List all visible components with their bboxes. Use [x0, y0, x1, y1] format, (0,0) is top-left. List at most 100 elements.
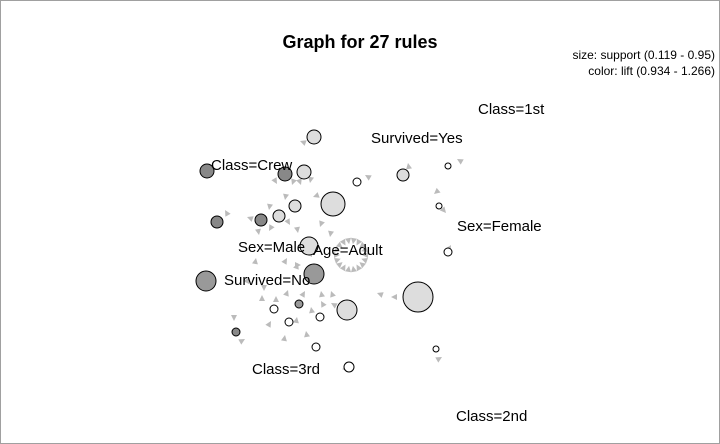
edge-arrowhead-65: [359, 241, 366, 248]
edge-arrowhead-56: [336, 262, 343, 269]
graph-title: Graph for 27 rules: [282, 32, 437, 52]
edge-arrowhead-62: [345, 237, 352, 245]
rule-node-11: [254, 213, 268, 227]
edge-arrowhead-16: [247, 216, 254, 222]
item-label-age-adult: Age=Adult: [313, 242, 383, 259]
edge-arrowhead-35: [293, 317, 299, 324]
edge-arrowhead-33: [331, 303, 338, 309]
edge-arrowhead-12: [313, 192, 320, 198]
edge-arrowhead-15: [225, 210, 231, 217]
edge-arrowhead-2: [291, 178, 297, 185]
edge-arrowhead-58: [334, 252, 340, 258]
rule-node-12: [210, 215, 224, 229]
item-label-class-3rd: Class=3rd: [252, 361, 320, 378]
edge-arrowhead-64: [356, 238, 363, 246]
rule-node-4: [199, 163, 215, 179]
edge-arrowhead-1: [300, 140, 307, 146]
edge-arrowhead-63: [350, 237, 357, 245]
item-labels-layer: Class=1st Survived=Yes Class=Crew Sex=Fe…: [211, 101, 545, 425]
edge-arrowhead-59: [333, 246, 341, 253]
edge-arrowhead-4: [271, 177, 277, 184]
rule-node-8: [320, 191, 346, 217]
edge-arrowhead-51: [359, 262, 366, 269]
edge-arrowhead-22: [319, 220, 325, 227]
edge-arrowhead-3: [296, 178, 302, 185]
edge-arrowhead-60: [336, 241, 343, 248]
edge-arrowhead-14: [267, 203, 273, 210]
edge-arrowhead-54: [345, 265, 352, 273]
edge-arrowhead-20: [284, 218, 290, 225]
edge-arrowhead-55: [339, 264, 346, 272]
rule-node-19: [336, 299, 358, 321]
rule-node-5: [352, 177, 362, 187]
edge-arrowhead-25: [252, 258, 258, 265]
legend-size: size: support (0.119 - 0.95): [572, 48, 715, 62]
rule-node-17: [195, 270, 217, 292]
rule-node-26: [343, 361, 355, 373]
edge-arrowhead-39: [238, 339, 245, 345]
edge-arrowhead-57: [333, 257, 341, 264]
rule-node-22: [315, 312, 325, 322]
edge-arrowhead-23: [281, 258, 287, 265]
edge-arrowhead-28: [299, 291, 305, 298]
edge-arrowhead-47: [377, 292, 384, 298]
edge-arrowhead-42: [435, 357, 442, 363]
edge-arrowhead-17: [269, 224, 275, 231]
rule-node-24: [231, 327, 241, 337]
edge-arrowhead-66: [361, 246, 369, 253]
rule-node-21: [269, 304, 279, 314]
rule-node-2: [296, 164, 312, 180]
item-label-class-1st: Class=1st: [478, 101, 545, 118]
rule-node-10: [272, 209, 286, 223]
rule-node-16: [303, 263, 325, 285]
edge-arrowhead-61: [339, 238, 346, 246]
rule-node-14: [299, 236, 319, 256]
edge-arrowhead-19: [294, 226, 300, 233]
edge-arrowhead-8: [365, 175, 372, 181]
edge-arrowhead-13: [283, 193, 289, 200]
rule-node-6: [396, 168, 410, 182]
edge-arrowhead-21: [328, 230, 334, 237]
edge-arrowhead-46: [295, 262, 301, 268]
edge-arrowhead-32: [321, 301, 327, 308]
rule-node-3: [277, 166, 293, 182]
item-label-survived-no: Survived=No: [224, 272, 310, 289]
edge-arrowhead-31: [273, 296, 279, 302]
edge-arrowhead-36: [304, 331, 310, 338]
rule-node-15: [443, 247, 453, 257]
edge-arrowhead-6: [406, 163, 412, 170]
item-label-sex-female: Sex=Female: [457, 218, 542, 235]
rule-node-25: [311, 342, 321, 352]
rule-node-27: [432, 345, 440, 353]
edge-arrowhead-40: [231, 315, 237, 321]
legend-color: color: lift (0.934 - 1.266): [588, 64, 715, 78]
rule-node-7: [444, 162, 452, 170]
rule-node-23: [284, 317, 294, 327]
edge-arrowhead-9: [434, 187, 441, 194]
edge-arrowhead-44: [243, 278, 249, 284]
edge-arrowhead-5: [308, 176, 314, 183]
rule-node-13: [435, 202, 443, 210]
edge-arrowhead-7: [457, 159, 464, 165]
edge-arrowhead-27: [319, 291, 325, 298]
edge-arrowhead-50: [361, 257, 369, 264]
edge-arrowhead-53: [350, 265, 357, 273]
rule-node-20: [294, 299, 304, 309]
item-label-sex-male: Sex=Male: [238, 239, 305, 256]
edge-arrowhead-52: [356, 264, 363, 272]
edge-arrowhead-26: [330, 291, 336, 298]
edge-arrowhead-38: [265, 321, 271, 328]
edge-arrowhead-49: [362, 252, 368, 258]
rule-node-1: [306, 129, 322, 145]
edge-arrowhead-30: [259, 295, 265, 301]
edge-arrowhead-37: [281, 335, 287, 342]
edge-arrowhead-48: [391, 294, 397, 300]
item-label-class-2nd: Class=2nd: [456, 408, 527, 425]
edge-arrowhead-10: [439, 206, 446, 213]
item-label-survived-yes: Survived=Yes: [371, 130, 463, 147]
rule-node-18: [402, 281, 434, 313]
rule-node-9: [288, 199, 302, 213]
edge-arrowhead-43: [261, 285, 267, 291]
